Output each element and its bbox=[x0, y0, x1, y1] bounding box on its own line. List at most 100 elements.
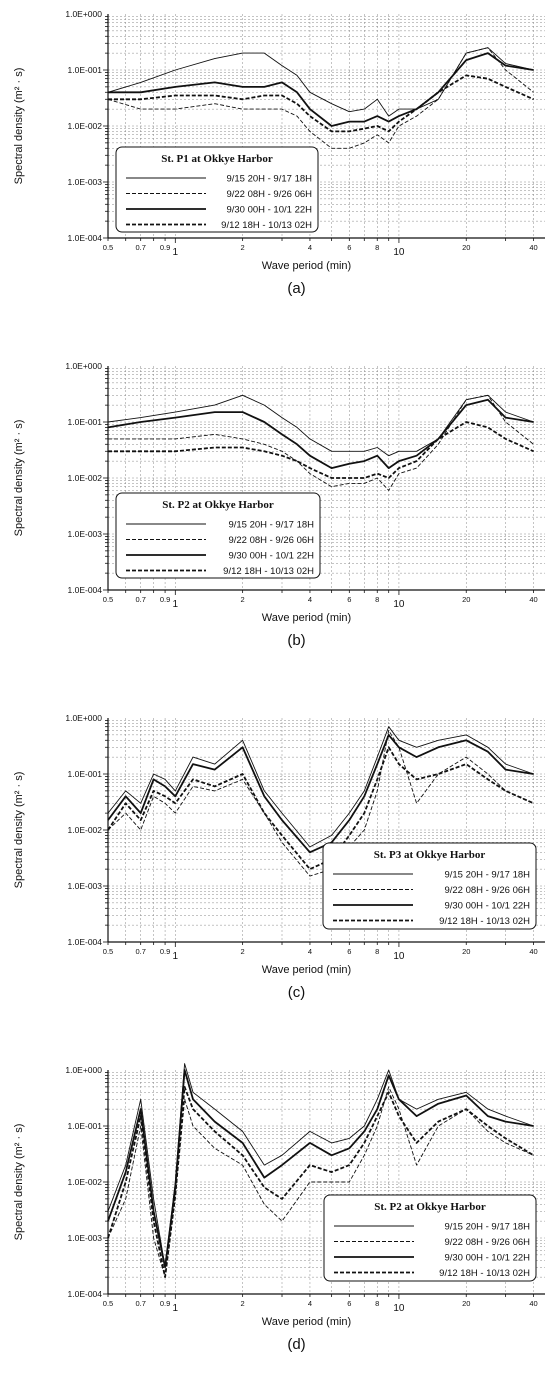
panel-label: (a) bbox=[287, 280, 305, 297]
x-tick-label: 2 bbox=[241, 595, 245, 604]
y-axis-label: Spectral density (m² · s) bbox=[13, 68, 25, 185]
x-tick-label: 10 bbox=[393, 599, 405, 610]
series-line-4 bbox=[107, 1086, 535, 1278]
y-tick-label: 1.0E+000 bbox=[65, 9, 102, 19]
y-tick-label: 1.0E-004 bbox=[68, 1289, 103, 1299]
x-tick-label: 2 bbox=[241, 1299, 245, 1308]
legend-label-3: 9/30 00H - 10/1 22H bbox=[226, 205, 312, 216]
legend-label-2: 9/22 08H - 9/26 06H bbox=[228, 535, 314, 546]
legend-label-2: 9/22 08H - 9/26 06H bbox=[444, 885, 530, 896]
y-tick-label: 1.0E+000 bbox=[65, 713, 102, 723]
y-tick-label: 1.0E-002 bbox=[68, 121, 103, 131]
x-tick-label: 0.9 bbox=[160, 595, 170, 604]
x-tick-label: 0.5 bbox=[103, 1299, 113, 1308]
legend-box bbox=[322, 842, 537, 930]
legend-title: St. P2 at Okkye Harbor bbox=[162, 499, 274, 511]
legend-label-3: 9/30 00H - 10/1 22H bbox=[444, 901, 530, 912]
grid bbox=[107, 14, 545, 238]
y-tick-label: 1.0E-004 bbox=[68, 585, 103, 595]
legend-label-1: 9/15 20H - 9/17 18H bbox=[444, 870, 530, 881]
x-tick-label: 0.7 bbox=[135, 595, 145, 604]
x-tick-label: 20 bbox=[462, 243, 470, 252]
x-tick-label: 40 bbox=[529, 243, 537, 252]
y-tick-label: 1.0E-001 bbox=[68, 1121, 103, 1131]
legend-label-1: 9/15 20H - 9/17 18H bbox=[226, 174, 312, 185]
y-tick-label: 1.0E-001 bbox=[68, 65, 103, 75]
series-line-2 bbox=[107, 729, 534, 877]
panel-label: (b) bbox=[287, 632, 305, 649]
panel-label: (d) bbox=[287, 1336, 305, 1353]
legend-box bbox=[115, 146, 319, 233]
legend-label-2: 9/22 08H - 9/26 06H bbox=[444, 1237, 530, 1248]
x-tick-label: 1 bbox=[173, 951, 179, 962]
x-tick-label: 6 bbox=[347, 1299, 351, 1308]
x-tick-label: 0.5 bbox=[103, 947, 113, 956]
y-tick-label: 1.0E-003 bbox=[68, 1233, 103, 1243]
x-tick-label: 1 bbox=[173, 599, 179, 610]
y-tick-label: 1.0E-002 bbox=[68, 473, 103, 483]
x-tick-label: 40 bbox=[529, 595, 537, 604]
x-tick-label: 8 bbox=[375, 947, 379, 956]
legend-title: St. P2 at Okkye Harbor bbox=[374, 1201, 486, 1213]
x-tick-label: 1 bbox=[173, 1303, 179, 1314]
x-tick-label: 4 bbox=[308, 595, 312, 604]
x-tick-label: 8 bbox=[375, 243, 379, 252]
legend-label-2: 9/22 08H - 9/26 06H bbox=[226, 189, 312, 200]
series-line-1 bbox=[107, 394, 534, 457]
series-line-1 bbox=[107, 726, 534, 848]
series-line-3 bbox=[108, 52, 534, 127]
x-tick-label: 10 bbox=[393, 1303, 405, 1314]
x-tick-label: 20 bbox=[462, 1299, 470, 1308]
legend-label-3: 9/30 00H - 10/1 22H bbox=[228, 551, 314, 562]
x-tick-label: 0.7 bbox=[135, 1299, 145, 1308]
legend-label-4: 9/12 18H - 10/13 02H bbox=[221, 220, 312, 231]
chart-panel-2: 1.0E+000 1.0E-001 1.0E-002 1.0E-003 1.0E-004… bbox=[13, 361, 545, 649]
panel-label: (c) bbox=[288, 984, 306, 1001]
x-tick-label: 4 bbox=[308, 243, 312, 252]
series-line-3 bbox=[107, 398, 534, 470]
y-tick-label: 1.0E-004 bbox=[68, 937, 103, 947]
legend-label-4: 9/12 18H - 10/13 02H bbox=[223, 566, 314, 577]
y-tick-label: 1.0E-003 bbox=[68, 881, 103, 891]
y-tick-label: 1.0E-001 bbox=[68, 417, 103, 427]
legend-title: St. P1 at Okkye Harbor bbox=[161, 153, 273, 165]
legend-box bbox=[115, 492, 321, 579]
x-tick-label: 8 bbox=[375, 595, 379, 604]
legend: St. P2 at Okkye Harbor 9/15 20H - 9/17 18… bbox=[323, 1194, 537, 1282]
legend-label-4: 9/12 18H - 10/13 02H bbox=[439, 1268, 530, 1279]
chart-panel-4: 1.0E+000 1.0E-001 1.0E-002 1.0E-003 1.0E-004… bbox=[13, 1063, 545, 1353]
series-line-2 bbox=[108, 394, 534, 491]
legend-box bbox=[323, 1194, 537, 1282]
series-line-3 bbox=[107, 1069, 534, 1269]
legend-label-3: 9/30 00H - 10/1 22H bbox=[444, 1253, 530, 1264]
series-line-4 bbox=[107, 746, 534, 870]
x-tick-label: 20 bbox=[462, 947, 470, 956]
series-line-4 bbox=[108, 421, 534, 479]
x-tick-label: 20 bbox=[462, 595, 470, 604]
x-axis-label: Wave period (min) bbox=[262, 1316, 351, 1328]
x-axis-label: Wave period (min) bbox=[262, 612, 351, 624]
x-tick-label: 6 bbox=[347, 595, 351, 604]
legend-title: St. P3 at Okkye Harbor bbox=[374, 849, 486, 861]
x-tick-label: 10 bbox=[393, 247, 405, 258]
y-tick-label: 1.0E-002 bbox=[68, 825, 103, 835]
x-tick-label: 0.7 bbox=[135, 243, 145, 252]
x-tick-label: 0.5 bbox=[103, 243, 113, 252]
y-axis-label: Spectral density (m² · s) bbox=[13, 420, 25, 537]
y-tick-label: 1.0E-003 bbox=[68, 177, 103, 187]
x-tick-label: 6 bbox=[347, 243, 351, 252]
y-axis-label: Spectral density (m² · s) bbox=[13, 1124, 25, 1241]
y-tick-label: 1.0E-003 bbox=[68, 529, 103, 539]
x-tick-label: 40 bbox=[529, 1299, 537, 1308]
x-tick-label: 6 bbox=[347, 947, 351, 956]
chart-panel-1: 1.0E+000 1.0E-001 1.0E-002 1.0E-003 1.0E-004… bbox=[13, 9, 545, 297]
y-tick-label: 1.0E+000 bbox=[65, 361, 102, 371]
series-line-1 bbox=[107, 47, 534, 117]
legend: St. P1 at Okkye Harbor 9/15 20H - 9/17 18… bbox=[115, 146, 319, 233]
x-tick-label: 0.9 bbox=[160, 947, 170, 956]
series-line-4 bbox=[108, 74, 534, 133]
x-tick-label: 2 bbox=[241, 243, 245, 252]
x-tick-label: 0.9 bbox=[160, 243, 170, 252]
legend-label-1: 9/15 20H - 9/17 18H bbox=[228, 520, 314, 531]
